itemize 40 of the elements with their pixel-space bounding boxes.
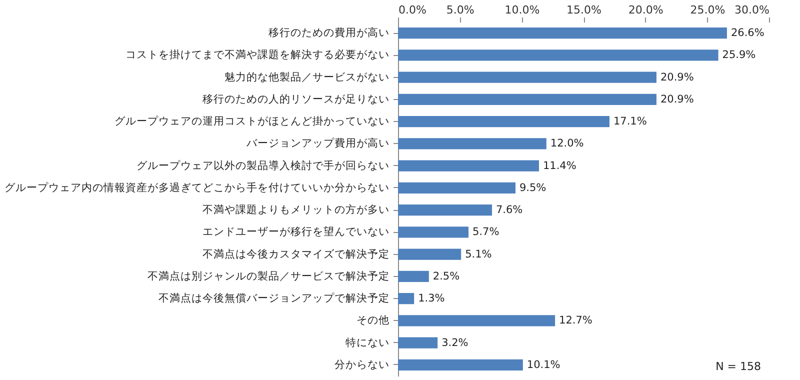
y-tick-label: グループウェア以外の製品導入検討で手が回らない: [136, 158, 390, 172]
x-tick-label: 25.0%: [690, 4, 726, 16]
data-label: 26.6%: [730, 27, 764, 40]
y-tick-label: 魅力的な他製品／サービスがない: [224, 70, 390, 84]
data-label: 12.0%: [550, 138, 584, 150]
data-label: 12.7%: [559, 314, 592, 327]
y-tick-label: 不満点は今後無償バージョンアップで解決予定: [158, 292, 390, 305]
y-tick-label: その他: [356, 314, 390, 327]
y-tick-label: 不満や課題よりもメリットの方が多い: [202, 203, 390, 216]
x-tick-label: 20.0%: [628, 4, 664, 16]
y-tick-label: 移行のための費用が高い: [268, 26, 390, 40]
x-tick-label: 10.0%: [504, 4, 540, 16]
data-label: 1.3%: [418, 292, 445, 305]
x-tick-label: 5.0%: [446, 4, 474, 16]
data-label: 7.6%: [496, 204, 523, 216]
data-label: 3.2%: [442, 336, 468, 349]
y-tick-label: エンドユーザーが移行を望んでいない: [202, 225, 390, 238]
data-label: 5.7%: [472, 226, 500, 238]
y-tick-label: 不満点は別ジャンルの製品／サービスで解決予定: [148, 269, 390, 282]
data-label: 20.9%: [660, 71, 694, 84]
data-label: 25.9%: [722, 49, 756, 62]
data-label: 20.9%: [660, 93, 694, 106]
y-tick-label: 特にない: [346, 336, 390, 349]
y-tick-label: 分からない: [334, 358, 390, 371]
annotation: N = 158: [716, 360, 761, 373]
data-label: 9.5%: [519, 182, 546, 194]
data-label: 5.1%: [465, 248, 492, 260]
y-tick-label: 移行のための人的リソースが足りない: [202, 93, 390, 106]
y-tick-label: コストを掛けてまで不満や課題を解決する必要がない: [126, 48, 390, 62]
data-label: 17.1%: [613, 116, 647, 128]
data-label: 2.5%: [432, 270, 460, 282]
x-tick-label: 15.0%: [566, 4, 602, 16]
data-label: 10.1%: [526, 358, 560, 371]
y-tick-label: グループウェアの運用コストがほとんど掛かっていない: [114, 114, 390, 128]
y-tick-label: グループウェア内の情報資産が多過ぎてどこから手を付けていいか分からない: [4, 180, 390, 194]
x-tick-label: 0.0%: [398, 4, 426, 16]
data-label: 11.4%: [542, 160, 576, 172]
y-tick-label: バージョンアップ費用が高い: [246, 136, 390, 150]
x-tick-label: 30.0%: [734, 4, 770, 16]
y-tick-label: 不満点は今後カスタマイズで解決予定: [202, 247, 390, 260]
